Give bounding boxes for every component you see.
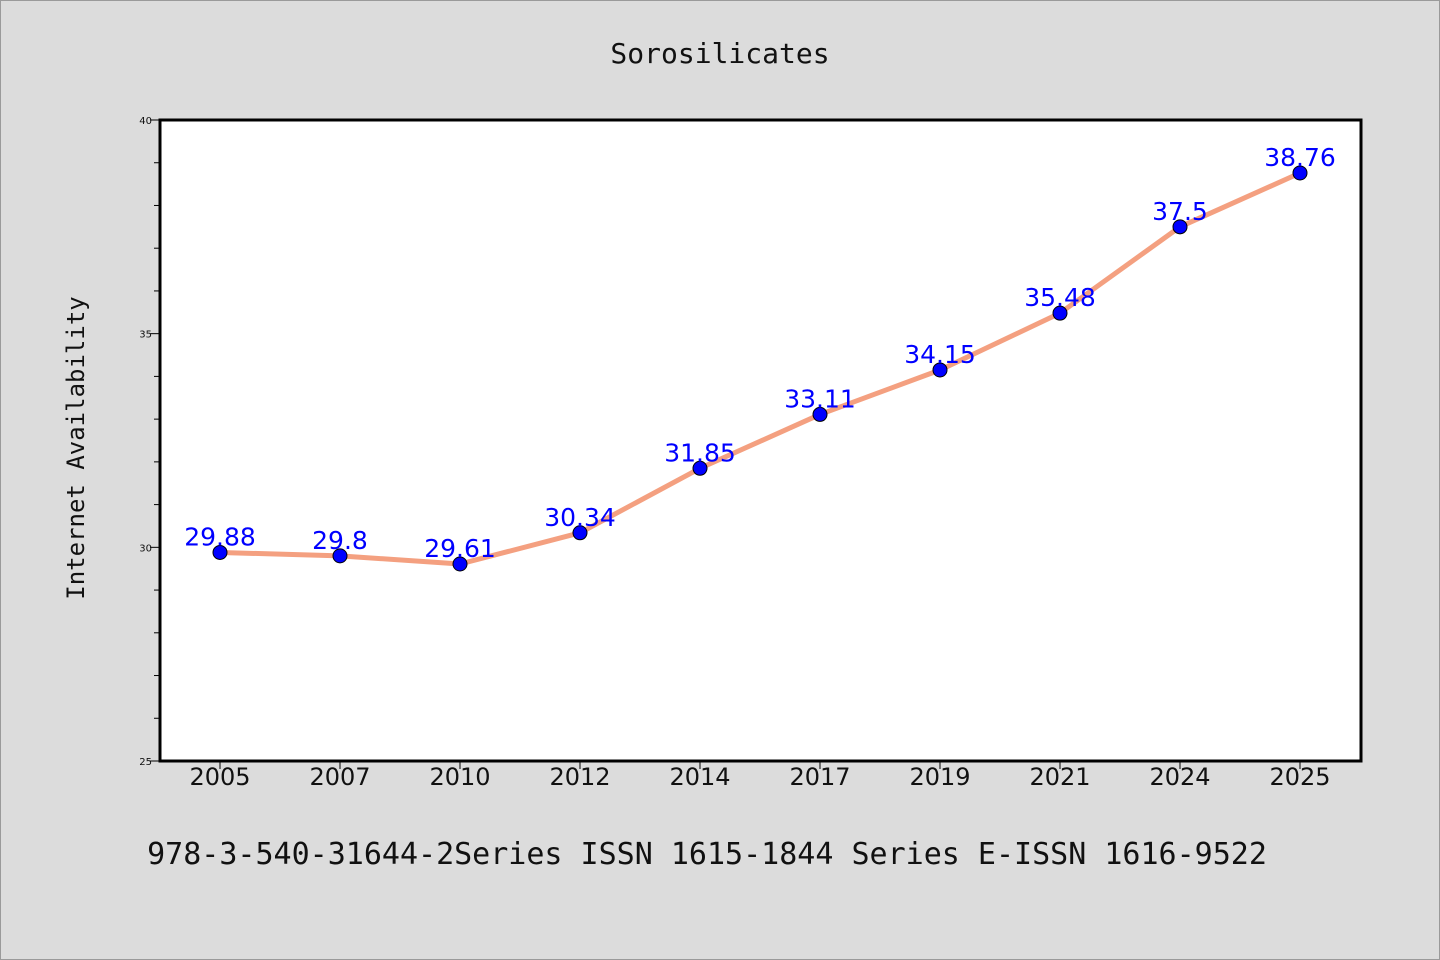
x-tick-label: 2007 bbox=[309, 763, 370, 791]
x-tick-label: 2021 bbox=[1029, 763, 1090, 791]
y-axis: 25 30 35 40 bbox=[139, 116, 160, 768]
series-line-group bbox=[217, 170, 1303, 567]
data-point bbox=[932, 362, 948, 378]
y-tick-label: 25 bbox=[139, 757, 152, 768]
data-point bbox=[332, 548, 348, 564]
x-axis: 2005 2007 2010 2012 2014 2017 2019 2021 2024 2025 bbox=[189, 761, 1331, 791]
data-point bbox=[692, 460, 708, 476]
y-tick-label: 35 bbox=[139, 330, 152, 341]
data-label: 29.8 bbox=[312, 526, 368, 555]
x-tick-label: 2012 bbox=[549, 763, 610, 791]
footer-text: 978-3-540-31644-2Series ISSN 1615-1844 S… bbox=[147, 837, 1267, 872]
x-tick-label: 2017 bbox=[789, 763, 850, 791]
x-tick-label: 2005 bbox=[189, 763, 250, 791]
data-label: 31.85 bbox=[664, 438, 736, 467]
data-point bbox=[1292, 165, 1308, 181]
y-tick-label: 40 bbox=[139, 116, 152, 127]
x-tick-label: 2014 bbox=[669, 763, 730, 791]
data-point bbox=[1052, 305, 1068, 321]
chart-title: Sorosilicates bbox=[610, 37, 829, 70]
marker-group bbox=[212, 165, 1308, 572]
data-point bbox=[812, 406, 828, 422]
data-label: 30.34 bbox=[544, 503, 616, 532]
data-label: 29.61 bbox=[424, 534, 496, 563]
data-label: 37.5 bbox=[1152, 197, 1208, 226]
data-label: 29.88 bbox=[184, 522, 256, 551]
data-label: 34.15 bbox=[904, 340, 976, 369]
series-line bbox=[217, 170, 1303, 567]
data-label-group: 29.88 29.8 29.61 30.34 31.85 33.11 34.15 35.48 3… bbox=[184, 143, 1336, 563]
x-tick-label: 2025 bbox=[1269, 763, 1330, 791]
data-point bbox=[452, 556, 468, 572]
data-label: 35.48 bbox=[1024, 283, 1096, 312]
x-tick-label: 2024 bbox=[1149, 763, 1210, 791]
x-tick-label: 2019 bbox=[909, 763, 970, 791]
y-axis-label: Internet Availability bbox=[62, 296, 90, 599]
data-label: 33.11 bbox=[784, 384, 856, 413]
data-point bbox=[1172, 219, 1188, 235]
data-label: 38.76 bbox=[1264, 143, 1336, 172]
x-tick-label: 2010 bbox=[429, 763, 490, 791]
data-point bbox=[212, 544, 228, 560]
data-point bbox=[572, 525, 588, 541]
y-tick-label: 30 bbox=[139, 543, 152, 554]
